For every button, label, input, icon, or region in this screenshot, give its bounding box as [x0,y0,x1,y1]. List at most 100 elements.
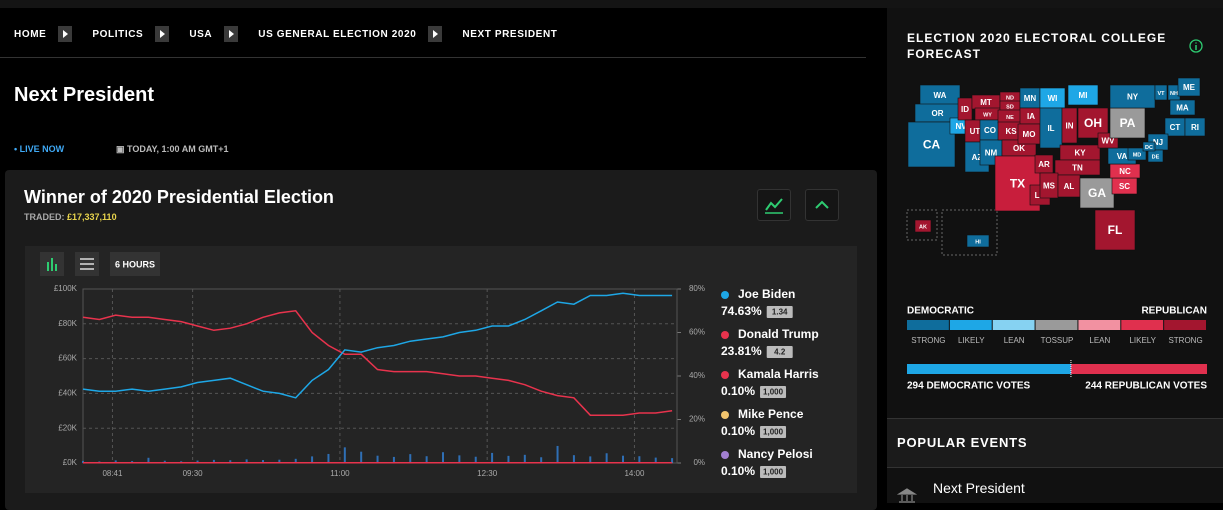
legend-dot [721,411,729,419]
popular-event[interactable]: Next President [933,480,1025,496]
legend-name[interactable]: Kamala Harris [738,367,819,381]
state[interactable] [1094,209,1136,251]
state-label: OH [1084,116,1102,130]
state-label: OR [932,109,944,118]
volume-bar [114,460,117,463]
volume-bar [311,456,314,463]
legend-price: 0.10% [721,384,755,398]
state-label: NJ [1153,138,1163,147]
volume-bar [540,457,543,463]
state[interactable] [907,121,956,168]
x-tick-label: 11:00 [330,469,350,478]
state[interactable] [1079,177,1115,209]
state-label: UT [970,127,981,136]
state[interactable] [1177,77,1201,97]
legend-price: 23.81% [721,344,762,358]
state[interactable] [1169,99,1196,116]
scale-segment [1078,320,1121,330]
state[interactable] [914,219,932,233]
state-label: HI [975,239,981,245]
legend-dot [721,371,729,379]
state-label: SD [1006,104,1014,110]
state-label: NV [955,122,967,131]
icon [51,258,53,271]
odds-badge [760,386,787,398]
state[interactable] [1184,117,1206,137]
state[interactable] [1067,84,1099,106]
state-label: AL [1064,182,1075,191]
divider [0,57,866,58]
state[interactable] [966,234,990,248]
y-tick-label: £100K [54,284,78,293]
y2-tick-label: 60% [689,328,705,337]
traded: TRADED: £17,337,110 [24,212,117,222]
volume-bar [409,454,412,463]
state-label: ME [1183,83,1196,92]
state-label: AR [1038,160,1050,169]
state-label: VA [1117,152,1128,161]
crumb[interactable]: US GENERAL ELECTION 2020 [258,28,417,40]
series-line [82,292,673,399]
volume-bar [229,460,232,463]
legend-name[interactable]: Donald Trump [738,327,819,341]
state-label: NC [1119,167,1131,176]
icon [55,264,57,271]
collapse-button[interactable] [805,189,839,221]
state[interactable] [1061,107,1078,144]
volume-bar [294,458,297,463]
info-icon[interactable] [1188,38,1204,54]
scale-label: LIKELY [958,336,985,345]
volume-bar [605,453,608,463]
event-icon [897,488,917,503]
volume-bar [671,458,674,463]
legend-odds: 1,000 [763,388,784,397]
volume-bar [262,460,264,463]
crumb[interactable]: HOME [14,28,47,40]
state-label: GA [1088,186,1106,200]
legend-name[interactable]: Nancy Pelosi [738,447,813,461]
votes-label: 294 DEMOCRATIC VOTES [907,381,1030,392]
crumb[interactable]: USA [189,28,213,40]
state-label: IL [1047,124,1054,133]
volume-bar [245,459,248,463]
volume-bar [360,451,363,463]
forecast-map: WA OR CA NV ID MT WY UT CO AZ NM ND SD NE KS OK TX MN IA MO… [906,77,1207,392]
state[interactable] [1142,141,1156,152]
state-label: ID [961,105,969,114]
legend-price: 0.10% [721,424,755,438]
inset-box [906,209,938,241]
popular-title: POPULAR EVENTS [897,435,1028,450]
state-label: CT [1170,123,1181,132]
volume-bar [278,459,281,463]
state[interactable] [1127,147,1147,161]
state[interactable] [1147,149,1164,163]
y2-tick-label: 40% [689,371,705,380]
y-tick-label: £60K [58,354,77,363]
state[interactable] [1109,107,1146,139]
state-label: NH [1170,91,1178,97]
state-label: MS [1043,182,1056,191]
scale-segment [1121,320,1164,330]
volume-bar [147,457,150,463]
state[interactable] [1154,84,1168,101]
crumb-arrow [58,26,73,42]
state-label: PA [1120,116,1136,130]
volume-bar [474,456,477,463]
state-label: NE [1006,115,1014,121]
volume-bar [327,453,330,463]
scale-segment [992,320,1035,330]
event-time: ▣ TODAY, 1:00 AM GMT+1 [116,144,229,154]
legend-odds: 1,000 [763,428,784,437]
time-label: TODAY, 1:00 AM GMT+1 [127,144,229,154]
range-button[interactable] [110,252,160,276]
crumb[interactable]: POLITICS [92,28,144,40]
plot-frame [82,288,678,464]
state-label: IN [1066,122,1074,131]
crumb[interactable]: NEXT PRESIDENT [462,28,558,40]
state-label: CO [984,126,996,135]
legend-name[interactable]: Joe Biden [738,287,795,301]
x-tick-label: 12:30 [477,469,498,478]
live-label: LIVE NOW [19,144,65,154]
chart-toggle-button[interactable] [757,189,791,221]
legend-name[interactable]: Mike Pence [738,407,804,421]
